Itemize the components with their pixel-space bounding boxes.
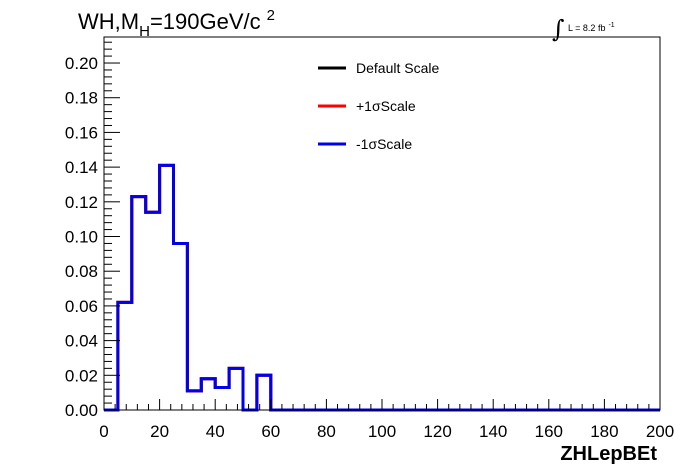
title-prefix: WH,M xyxy=(78,9,139,34)
luminosity-text: L = 8.2 fb xyxy=(568,23,605,33)
y-tick-label: 0.04 xyxy=(65,332,98,351)
x-tick-label: 200 xyxy=(646,422,674,441)
x-tick-label: 60 xyxy=(261,422,280,441)
title-superscript: 2 xyxy=(267,7,275,24)
title-value: =190GeV/c xyxy=(150,9,261,34)
luminosity-label: L = 8.2 fb -1 xyxy=(568,22,615,33)
x-tick-label: 80 xyxy=(317,422,336,441)
y-tick-label: 0.02 xyxy=(65,366,98,385)
x-axis: 0 20 40 60 80 100 120 140 160 180 200 xyxy=(99,399,674,441)
y-tick-label: 0.08 xyxy=(65,262,98,281)
x-tick-label: 100 xyxy=(368,422,396,441)
y-tick-label: 0.10 xyxy=(65,228,98,247)
x-axis-label: ZHLepBEt xyxy=(560,443,657,465)
x-tick-label: 40 xyxy=(206,422,225,441)
y-tick-label: 0.20 xyxy=(65,54,98,73)
legend-label-1: +1σScale xyxy=(356,98,416,114)
x-tick-label: 160 xyxy=(535,422,563,441)
y-tick-label: 0.00 xyxy=(65,401,98,420)
integral-sign: ∫ xyxy=(552,15,565,43)
y-tick-label: 0.14 xyxy=(65,158,98,177)
chart-title: WH,MH=190GeV/c 2 xyxy=(78,7,275,40)
luminosity-superscript: -1 xyxy=(608,22,614,29)
legend-label-2: -1σScale xyxy=(356,136,412,152)
legend: Default Scale +1σScale -1σScale xyxy=(318,60,439,152)
y-tick-label: 0.06 xyxy=(65,297,98,316)
y-tick-label: 0.16 xyxy=(65,123,98,142)
y-tick-label: 0.18 xyxy=(65,89,98,108)
x-tick-label: 0 xyxy=(99,422,108,441)
x-tick-label: 120 xyxy=(423,422,451,441)
x-tick-label: 180 xyxy=(590,422,618,441)
x-tick-label: 20 xyxy=(150,422,169,441)
legend-label-0: Default Scale xyxy=(356,60,439,76)
title-subscript: H xyxy=(139,23,150,40)
y-axis: 0.00 0.02 0.04 0.06 0.08 0.10 0.12 0.14 0.16 0.18… xyxy=(65,41,120,420)
x-tick-label: 140 xyxy=(479,422,507,441)
y-tick-label: 0.12 xyxy=(65,193,98,212)
